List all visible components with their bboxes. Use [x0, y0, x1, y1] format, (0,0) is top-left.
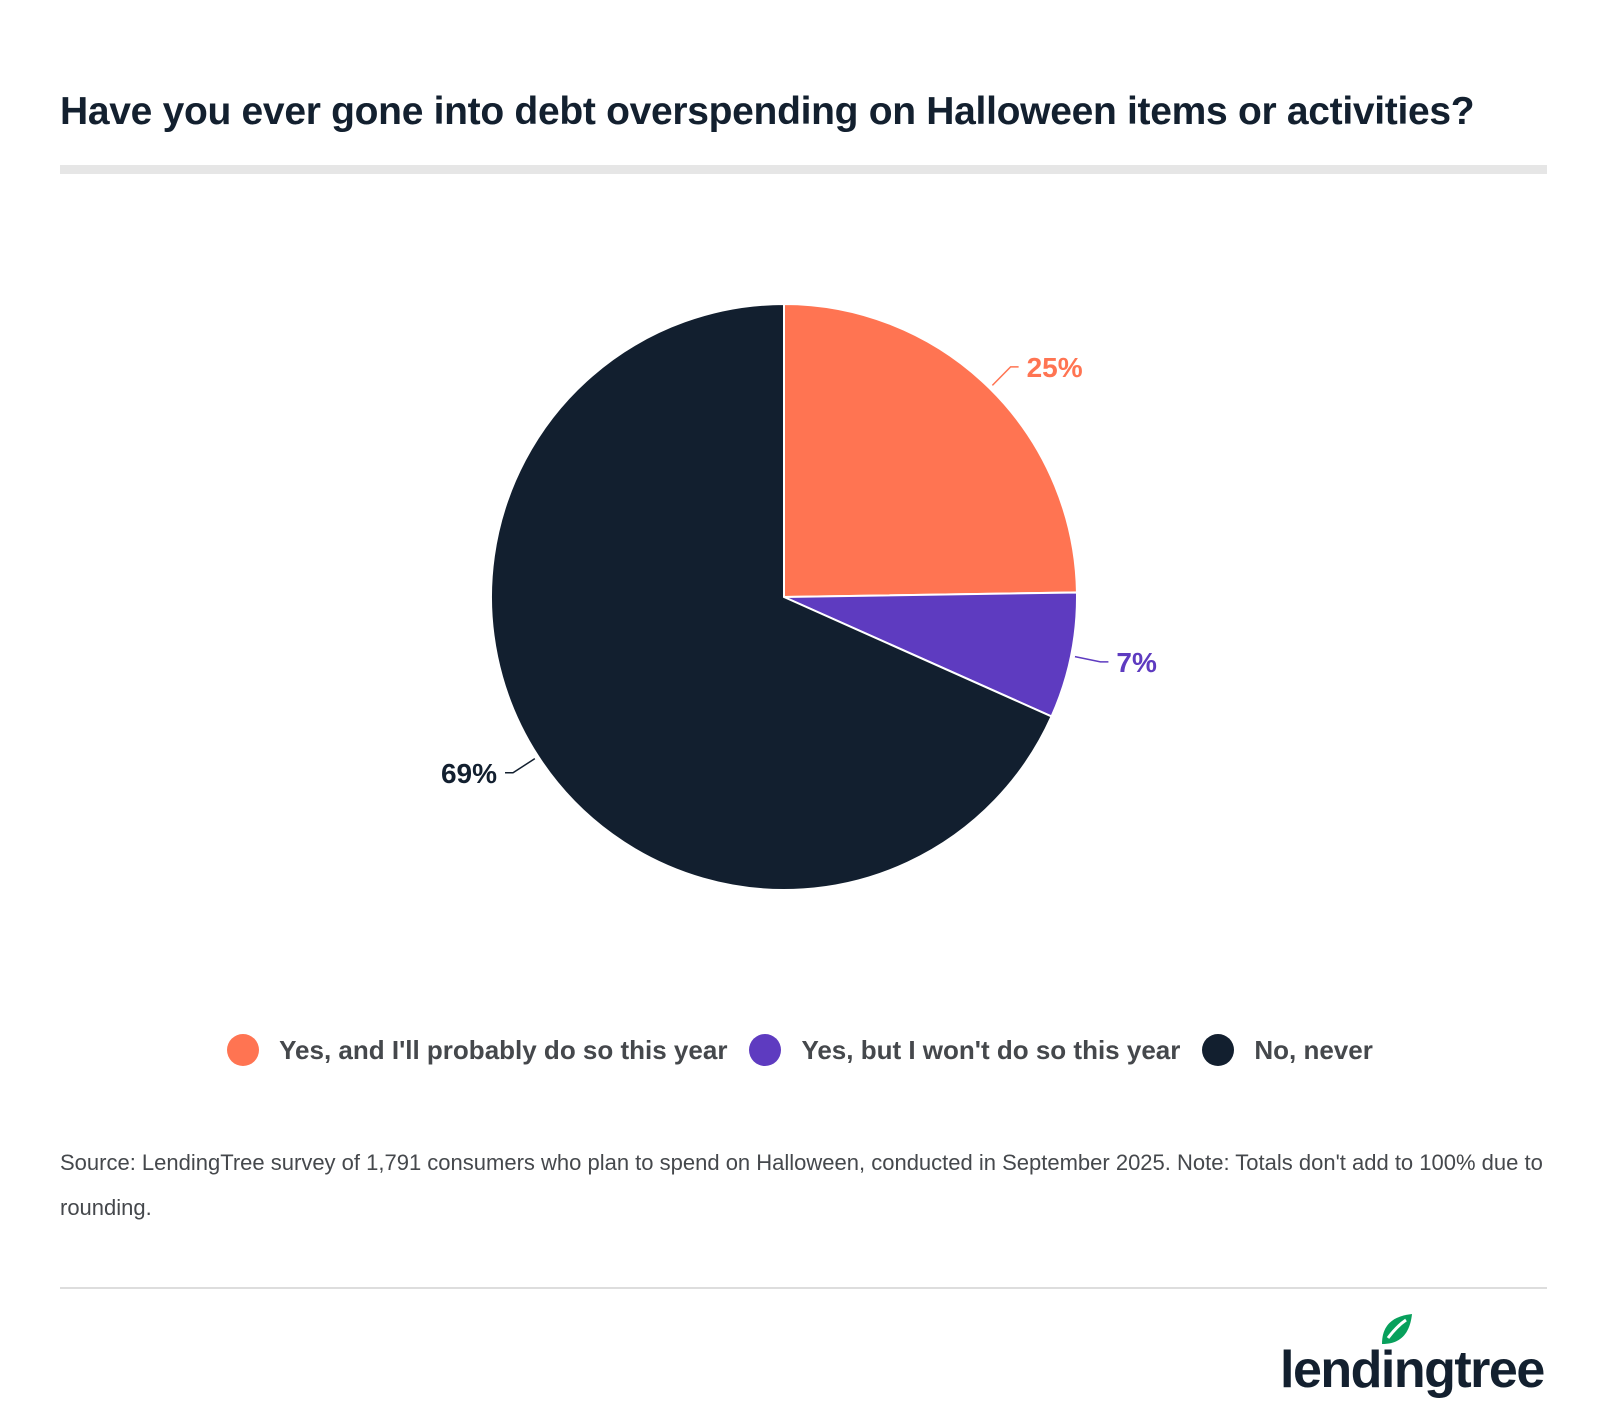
legend-item-3: No, never — [1202, 1034, 1373, 1066]
chart-title: Have you ever gone into debt overspendin… — [60, 90, 1475, 133]
chart-legend: Yes, and I'll probably do so this year Ye… — [0, 1034, 1600, 1066]
data-label-3: 69% — [441, 758, 497, 789]
pie-slice-2 — [783, 591, 1078, 718]
legend-item-2: Yes, but I won't do so this year — [749, 1034, 1180, 1066]
leader-line-3 — [505, 757, 536, 774]
legend-swatch — [749, 1034, 782, 1066]
leaf-icon — [1382, 1314, 1412, 1344]
leader-line-1 — [991, 366, 1019, 386]
pie-slice-3 — [490, 302, 1053, 891]
legend-item-1: Yes, and I'll probably do so this year — [227, 1034, 727, 1066]
lendingtree-logo: lendingtree — [1280, 1310, 1550, 1410]
legend-label: Yes, and I'll probably do so this year — [279, 1034, 728, 1065]
legend-label: No, never — [1254, 1034, 1373, 1065]
data-label-1: 25% — [1027, 352, 1083, 383]
legend-label: Yes, but I won't do so this year — [801, 1034, 1181, 1065]
leader-line-2 — [1074, 655, 1109, 663]
pie-chart: 25% 7% 69% — [441, 302, 1157, 891]
data-label-2: 7% — [1116, 647, 1157, 678]
source-note: Source: LendingTree survey of 1,791 cons… — [60, 1150, 1543, 1220]
legend-swatch — [1202, 1034, 1235, 1066]
legend-swatch — [227, 1034, 260, 1066]
title-divider — [60, 165, 1547, 174]
logo-wordmark: lendingtree — [1280, 1341, 1545, 1399]
footer-divider — [60, 1287, 1547, 1289]
pie-slice-1 — [783, 302, 1078, 599]
